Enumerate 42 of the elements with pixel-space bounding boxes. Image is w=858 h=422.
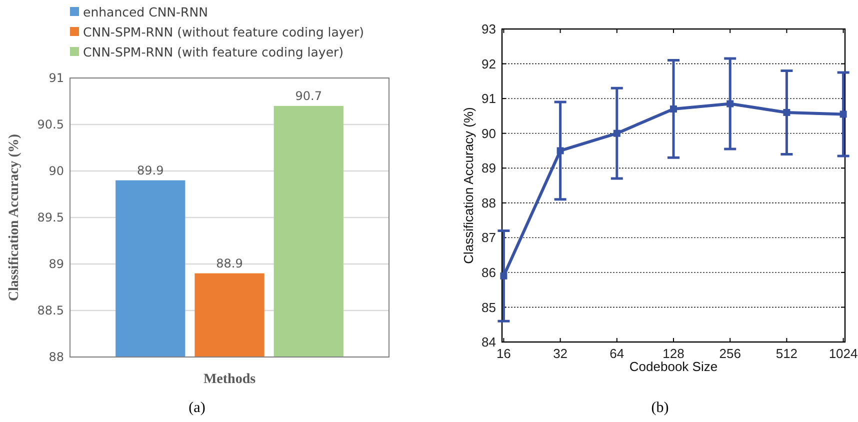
point: [840, 110, 847, 118]
y-tick-label: 89.5: [37, 210, 64, 225]
y-tick-label: 88: [482, 195, 496, 210]
point: [670, 105, 677, 112]
x-axis-title: Codebook Size: [629, 359, 718, 374]
y-tick-label: 90: [48, 164, 64, 178]
x-tick-label: 1024: [828, 346, 858, 361]
point: [556, 147, 564, 154]
point: [726, 100, 734, 108]
legend-label: CNN-SPM-RNN (without feature coding layer): [83, 24, 364, 40]
x-tick-label: 32: [553, 346, 568, 361]
x-tick-label: 512: [776, 346, 798, 361]
x-axis-title: Methods: [203, 372, 256, 387]
y-tick-label: 92: [482, 56, 496, 72]
y-tick-label: 89: [48, 257, 64, 272]
y-tick-label: 93: [482, 22, 496, 37]
text: (a): [188, 400, 206, 416]
y-tick-label: 89: [482, 160, 496, 176]
y-tick-label: 85: [482, 300, 496, 315]
x-tick-label: 128: [662, 346, 684, 361]
y-tick-label: 87: [482, 230, 496, 246]
point: [783, 108, 790, 116]
y-tick-label: 84: [482, 334, 496, 350]
legend-label: CNN-SPM-RNN (with feature coding layer): [83, 44, 344, 60]
data-label: 88.9: [216, 256, 243, 270]
y-tick-label: 90: [482, 126, 496, 141]
legend-label: enhanced CNN-RNN: [83, 4, 208, 20]
data-label: 90.7: [295, 88, 322, 103]
y-tick-label: 90.5: [37, 118, 64, 132]
x-tick-label: 16: [496, 346, 511, 361]
y-axis-title: Classification Accuracy (%): [461, 107, 476, 264]
y-axis-title: Classification Accuracy (%): [7, 134, 22, 302]
point: [613, 130, 620, 137]
data-label: 89.9: [137, 163, 164, 178]
text: (b): [651, 400, 669, 416]
x-tick-label: 256: [719, 346, 741, 361]
y-tick-label: 88: [48, 350, 64, 364]
y-tick-label: 88.5: [37, 304, 64, 318]
y-tick-label: 91: [482, 91, 496, 106]
x-tick-label: 64: [610, 346, 624, 361]
y-tick-label: 86: [482, 264, 496, 280]
y-tick-label: 91: [48, 71, 64, 86]
